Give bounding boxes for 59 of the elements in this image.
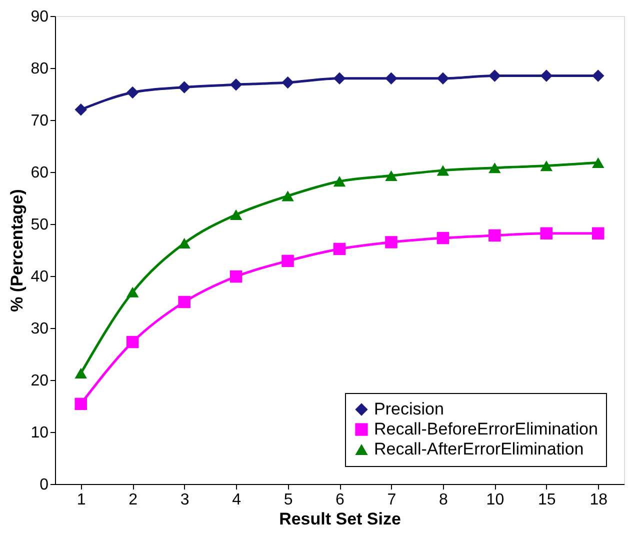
x-axis-title: Result Set Size	[279, 510, 401, 528]
x-tick-label: 8	[439, 492, 448, 508]
x-tick-label: 4	[232, 492, 242, 508]
point	[540, 70, 553, 82]
point	[74, 103, 87, 116]
x-tick-label: 5	[284, 492, 293, 508]
point	[178, 296, 190, 308]
point	[282, 190, 294, 202]
y-axis-title: % (Percentage)	[8, 189, 27, 312]
point	[333, 176, 346, 187]
point	[74, 368, 87, 379]
y-tick-label: 10	[30, 424, 49, 442]
y-tick-label: 60	[30, 164, 49, 182]
x-tick-label: 10	[486, 492, 504, 508]
x-tick-label: 7	[387, 492, 396, 508]
point	[592, 157, 604, 168]
point	[126, 86, 139, 99]
point	[333, 72, 346, 85]
point	[230, 78, 242, 91]
point	[385, 72, 398, 85]
point	[126, 286, 139, 298]
point	[436, 72, 450, 85]
point	[488, 229, 501, 242]
x-tick-label: 6	[336, 492, 345, 508]
point	[488, 70, 501, 82]
point	[540, 227, 553, 240]
point	[282, 254, 294, 268]
legend-label: Recall-BeforeErrorElimination	[374, 420, 598, 438]
legend-label: Recall-AfterErrorElimination	[374, 440, 584, 458]
point	[436, 165, 450, 176]
point	[488, 162, 501, 174]
point	[333, 242, 346, 256]
point	[385, 170, 398, 181]
point	[230, 270, 242, 283]
point	[126, 336, 139, 348]
point	[74, 398, 87, 410]
y-tick-label: 40	[30, 268, 49, 286]
point	[178, 238, 190, 249]
y-tick-label: 70	[30, 112, 49, 130]
y-tick-label: 90	[30, 8, 49, 26]
legend-label: Precision	[374, 400, 444, 418]
point	[230, 209, 242, 220]
point	[436, 232, 450, 244]
x-tick-label: 18	[590, 492, 608, 508]
x-tick-label: 15	[538, 492, 556, 508]
y-tick-label: 30	[30, 320, 49, 338]
point	[592, 70, 604, 82]
point	[540, 160, 553, 172]
point	[178, 81, 190, 94]
y-tick-label: 50	[30, 216, 49, 234]
point	[385, 236, 398, 248]
x-tick-label: 1	[76, 492, 86, 508]
y-tick-label: 80	[30, 60, 49, 78]
point	[592, 227, 604, 240]
x-tick-label: 2	[128, 492, 138, 508]
y-tick-label: 0	[40, 476, 49, 494]
point	[282, 76, 294, 89]
y-tick-label: 20	[30, 372, 49, 390]
x-tick-label: 3	[180, 492, 190, 508]
